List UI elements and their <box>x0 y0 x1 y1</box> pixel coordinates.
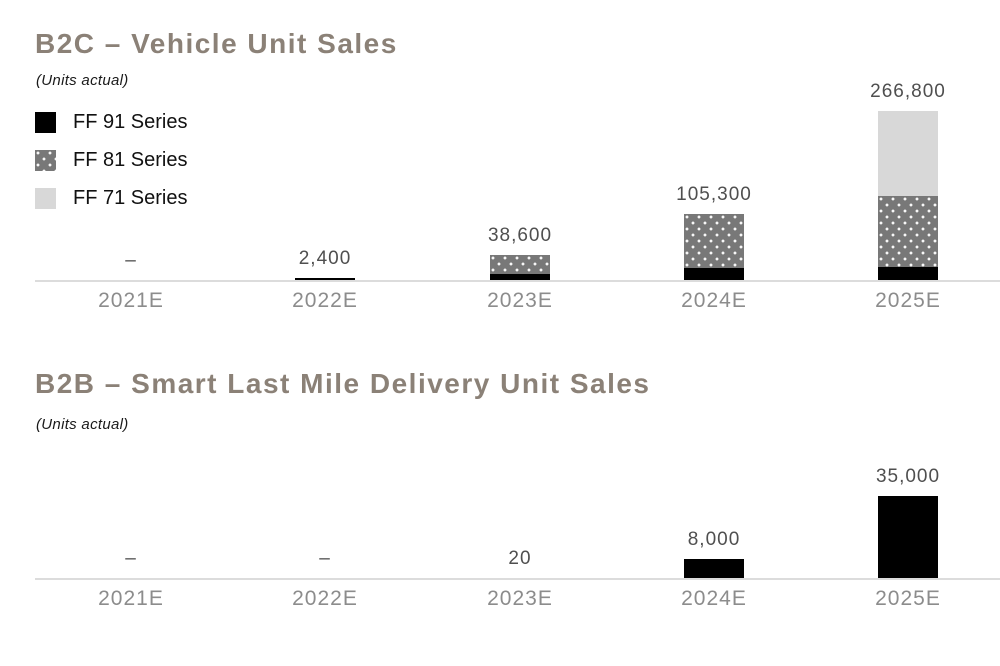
value-label: 2,400 <box>298 248 352 269</box>
b2b-chart-title: B2B – Smart Last Mile Delivery Unit Sale… <box>35 368 651 399</box>
value-label: 38,600 <box>487 225 553 246</box>
legend-item-ff71: FF 71 Series <box>35 187 188 209</box>
value-label: – <box>125 250 137 271</box>
value-label: 35,000 <box>875 466 941 487</box>
value-label: 266,800 <box>870 81 946 102</box>
bar-segment <box>878 111 938 196</box>
category-label: 2022E <box>292 587 358 610</box>
legend-label: FF 71 Series <box>73 187 188 209</box>
b2b-x-axis-line <box>35 578 1000 580</box>
value-label: – <box>319 548 331 569</box>
category-label: 2021E <box>98 289 164 312</box>
legend-label: FF 81 Series <box>73 149 188 171</box>
bar-segment <box>878 196 938 267</box>
category-label: 2024E <box>681 587 747 610</box>
value-label: – <box>125 548 137 569</box>
value-label: 20 <box>508 548 532 569</box>
value-label: 8,000 <box>687 529 741 550</box>
category-label: 2024E <box>681 289 747 312</box>
legend-item-ff91: FF 91 Series <box>35 111 188 133</box>
ff91-swatch-icon <box>35 112 56 133</box>
bar-segment <box>295 278 355 280</box>
category-label: 2025E <box>875 289 941 312</box>
b2b-chart-subtitle: (Units actual) <box>36 416 129 433</box>
category-label: 2023E <box>487 289 553 312</box>
bar-segment <box>490 274 550 280</box>
b2c-chart-title: B2C – Vehicle Unit Sales <box>35 28 398 59</box>
b2c-legend: FF 91 Series FF 81 Series FF 71 Series <box>35 111 188 226</box>
bar-segment <box>684 559 744 578</box>
ff71-swatch-icon <box>35 188 56 209</box>
category-label: 2023E <box>487 587 553 610</box>
category-label: 2025E <box>875 587 941 610</box>
category-label: 2022E <box>292 289 358 312</box>
legend-item-ff81: FF 81 Series <box>35 149 188 171</box>
category-label: 2021E <box>98 587 164 610</box>
value-label: 105,300 <box>676 184 752 205</box>
bar-segment <box>684 214 744 268</box>
ff81-swatch-icon <box>35 150 56 171</box>
b2c-x-axis-line <box>35 280 1000 282</box>
b2c-chart-subtitle: (Units actual) <box>36 72 129 89</box>
bar-segment <box>490 255 550 274</box>
legend-label: FF 91 Series <box>73 111 188 133</box>
bar-segment <box>878 496 938 578</box>
bar-segment <box>684 268 744 280</box>
bar-segment <box>878 267 938 280</box>
